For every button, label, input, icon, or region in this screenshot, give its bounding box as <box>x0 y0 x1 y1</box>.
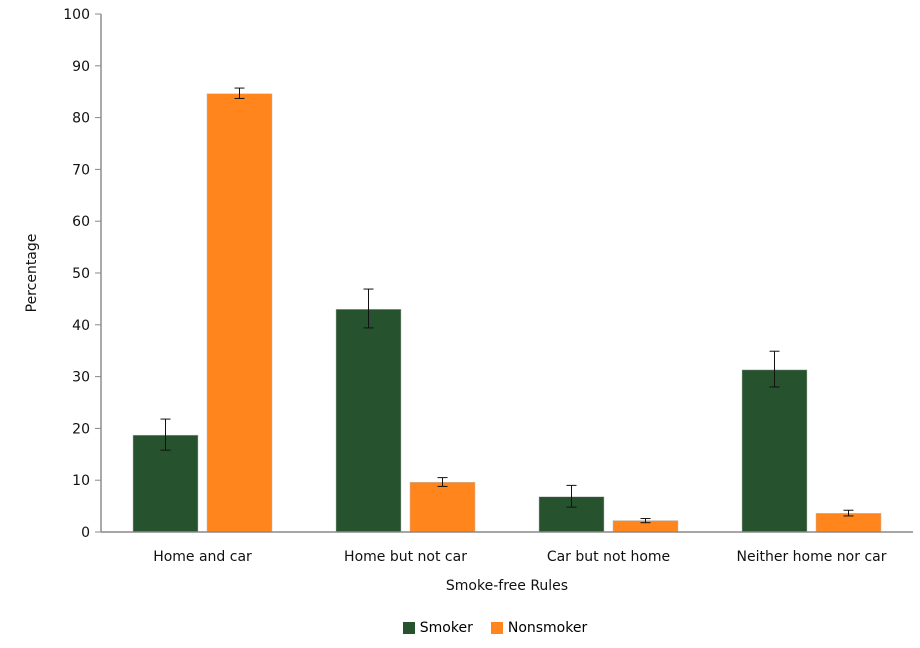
bar-nonsmoker <box>206 93 273 533</box>
bar-nonsmoker <box>409 482 476 533</box>
x-tick-label: Neither home nor car <box>737 549 887 565</box>
bar-smoker <box>335 309 402 533</box>
y-tick-label: 60 <box>72 214 90 230</box>
bar-smoker <box>132 434 199 533</box>
y-tick-label: 30 <box>72 370 90 386</box>
y-tick-label: 40 <box>72 318 90 334</box>
legend-label-nonsmoker: Nonsmoker <box>507 620 588 636</box>
y-tick-label: 100 <box>63 7 90 23</box>
y-tick-label: 0 <box>81 525 90 541</box>
y-tick-label: 50 <box>72 266 90 282</box>
y-tick-label: 20 <box>72 421 90 437</box>
x-tick-label: Car but not home <box>547 549 670 565</box>
nonsmoker-swatch-icon <box>490 622 503 634</box>
x-tick-label: Home but not car <box>344 549 467 565</box>
legend: Smoker Nonsmoker <box>0 620 920 636</box>
legend-item-smoker: Smoker <box>402 620 473 636</box>
legend-label-smoker: Smoker <box>419 620 473 636</box>
y-tick-label: 80 <box>72 111 90 127</box>
smoker-swatch-icon <box>402 622 415 634</box>
x-tick-label: Home and car <box>153 549 252 565</box>
y-tick-label: 90 <box>72 59 90 75</box>
y-tick-label: 70 <box>72 162 90 178</box>
y-tick-label: 10 <box>72 473 90 489</box>
y-axis-label: Percentage <box>24 234 40 313</box>
legend-item-nonsmoker: Nonsmoker <box>490 620 588 636</box>
x-axis-label: Smoke-free Rules <box>446 578 568 594</box>
bar-smoker <box>741 369 808 533</box>
